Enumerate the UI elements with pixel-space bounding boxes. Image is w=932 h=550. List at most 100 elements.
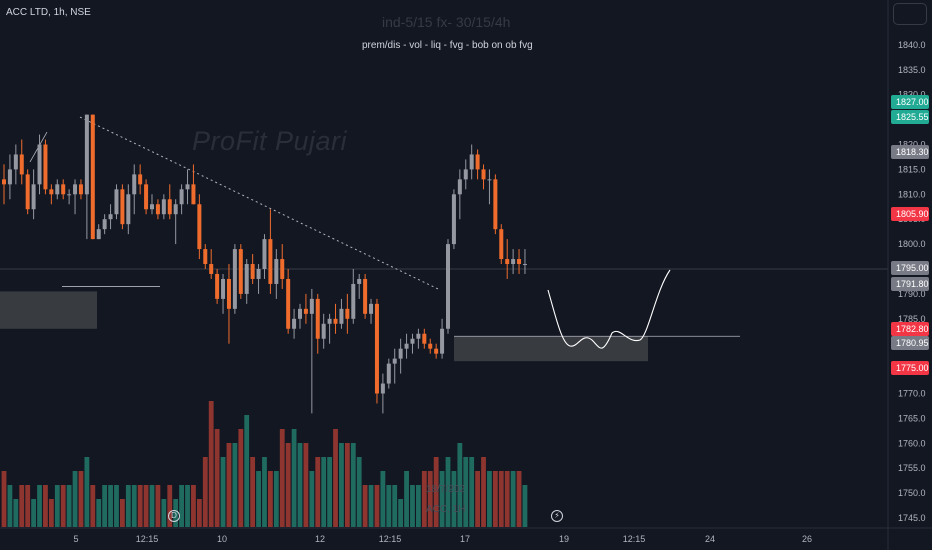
candle-body — [369, 303, 374, 314]
price-axis-tick: 1790.0 — [898, 289, 926, 299]
volume-bar — [220, 457, 226, 527]
volume-bar — [368, 485, 374, 527]
candle-body — [31, 184, 36, 210]
trendline — [79, 116, 439, 290]
volume-bar — [279, 429, 285, 527]
candle-body — [517, 259, 522, 265]
price-tag-text: 1805.90 — [896, 209, 929, 219]
candle-body — [150, 204, 154, 210]
candle-body — [481, 169, 486, 180]
time-axis-tick: 10 — [217, 534, 227, 544]
hamburger-icon[interactable] — [893, 3, 927, 25]
candle-body — [315, 298, 320, 339]
candle-body — [13, 154, 18, 170]
candle-body — [108, 214, 113, 220]
candle-body — [73, 184, 78, 195]
candle-body — [363, 278, 368, 314]
volume-bar — [214, 429, 220, 527]
candle-body — [96, 229, 101, 240]
volume-bar — [380, 471, 386, 527]
price-tag — [891, 261, 929, 275]
volume-bar — [416, 485, 421, 527]
volume-bar — [226, 443, 232, 527]
candle-body — [161, 199, 166, 215]
price-tag — [891, 322, 929, 336]
candle-body — [268, 239, 273, 284]
volume-bar — [167, 485, 173, 527]
price-tag-text: 1780.95 — [896, 338, 929, 348]
volume-bar — [137, 485, 143, 527]
candle-body — [286, 278, 291, 329]
price-axis-tick: 1770.0 — [898, 389, 926, 399]
volume-bar — [481, 457, 486, 527]
volume-bar — [487, 471, 492, 527]
candle-body — [511, 259, 516, 265]
price-axis-tick: 1830.0 — [898, 90, 926, 100]
volume-bar — [54, 485, 60, 527]
volume-bar — [244, 415, 250, 527]
price-axis-tick: 1835.0 — [898, 65, 926, 75]
earnings-lightning-icon[interactable]: ⚡ — [551, 510, 563, 522]
price-tag-text: 1795.00 — [896, 263, 929, 273]
price-axis-tick: 1760.0 — [898, 438, 926, 448]
volume-bar — [285, 443, 291, 527]
volume-bar — [72, 471, 78, 527]
candle-body — [380, 383, 385, 394]
candle-body — [428, 343, 433, 349]
time-axis-tick: 12:15 — [379, 534, 402, 544]
volume-bar — [78, 471, 84, 527]
volume-bar — [475, 471, 480, 527]
time-axis-tick: 12:15 — [136, 534, 159, 544]
candle-body — [250, 264, 255, 279]
candle-body — [155, 204, 160, 215]
price-tag — [891, 145, 929, 159]
volume-bar — [60, 485, 66, 527]
candle-body — [114, 189, 119, 215]
candle-body — [90, 114, 95, 240]
candle-body — [351, 283, 356, 319]
candle-body — [126, 194, 131, 225]
zones-layer — [0, 291, 648, 362]
volume-bar — [238, 429, 244, 527]
price-tag — [891, 277, 929, 291]
candle-body — [475, 154, 480, 170]
candle-body — [410, 338, 415, 344]
volume-bar — [333, 429, 338, 527]
candle-body — [303, 308, 308, 314]
candle-body — [493, 179, 498, 230]
candle-body — [298, 308, 302, 319]
volume-bar — [90, 485, 96, 527]
volume-bar — [43, 485, 48, 527]
volume-bar — [303, 443, 309, 527]
price-axis-tick: 1785.0 — [898, 314, 926, 324]
volume-bar — [102, 485, 108, 527]
candle-body — [274, 259, 279, 284]
volume-bar — [492, 471, 498, 527]
price-tag — [891, 361, 929, 375]
symbol-title[interactable]: ACC LTD, 1h, NSE — [6, 7, 91, 18]
volume-bar — [457, 443, 463, 527]
dividend-icon[interactable]: D — [168, 510, 180, 522]
candle-body — [185, 184, 190, 190]
candle-body — [309, 298, 314, 314]
time-axis[interactable]: 5 12:15 10 12 12:15 17 19 12:15 24 26 — [73, 534, 812, 544]
candle-body — [138, 174, 143, 185]
candle-body — [422, 333, 427, 344]
candle-body — [398, 348, 403, 359]
price-tags-layer: 1827.00 1825.55 1818.30 1805.90 1795.00 1791.… — [891, 95, 929, 375]
candle-body — [339, 308, 344, 324]
candle-body — [226, 278, 231, 309]
candle-body — [244, 264, 249, 294]
volume-bar — [179, 485, 184, 527]
volume-bar — [19, 485, 25, 527]
volume-bar — [48, 499, 54, 527]
candle-body — [215, 273, 220, 299]
volume-bar — [427, 471, 433, 527]
candle-body — [167, 199, 172, 215]
candle-body — [262, 239, 267, 269]
volume-bar — [374, 485, 380, 527]
price-axis-tick: 1800.0 — [898, 239, 926, 249]
premium-zone — [0, 291, 97, 329]
candle-body — [61, 184, 66, 195]
